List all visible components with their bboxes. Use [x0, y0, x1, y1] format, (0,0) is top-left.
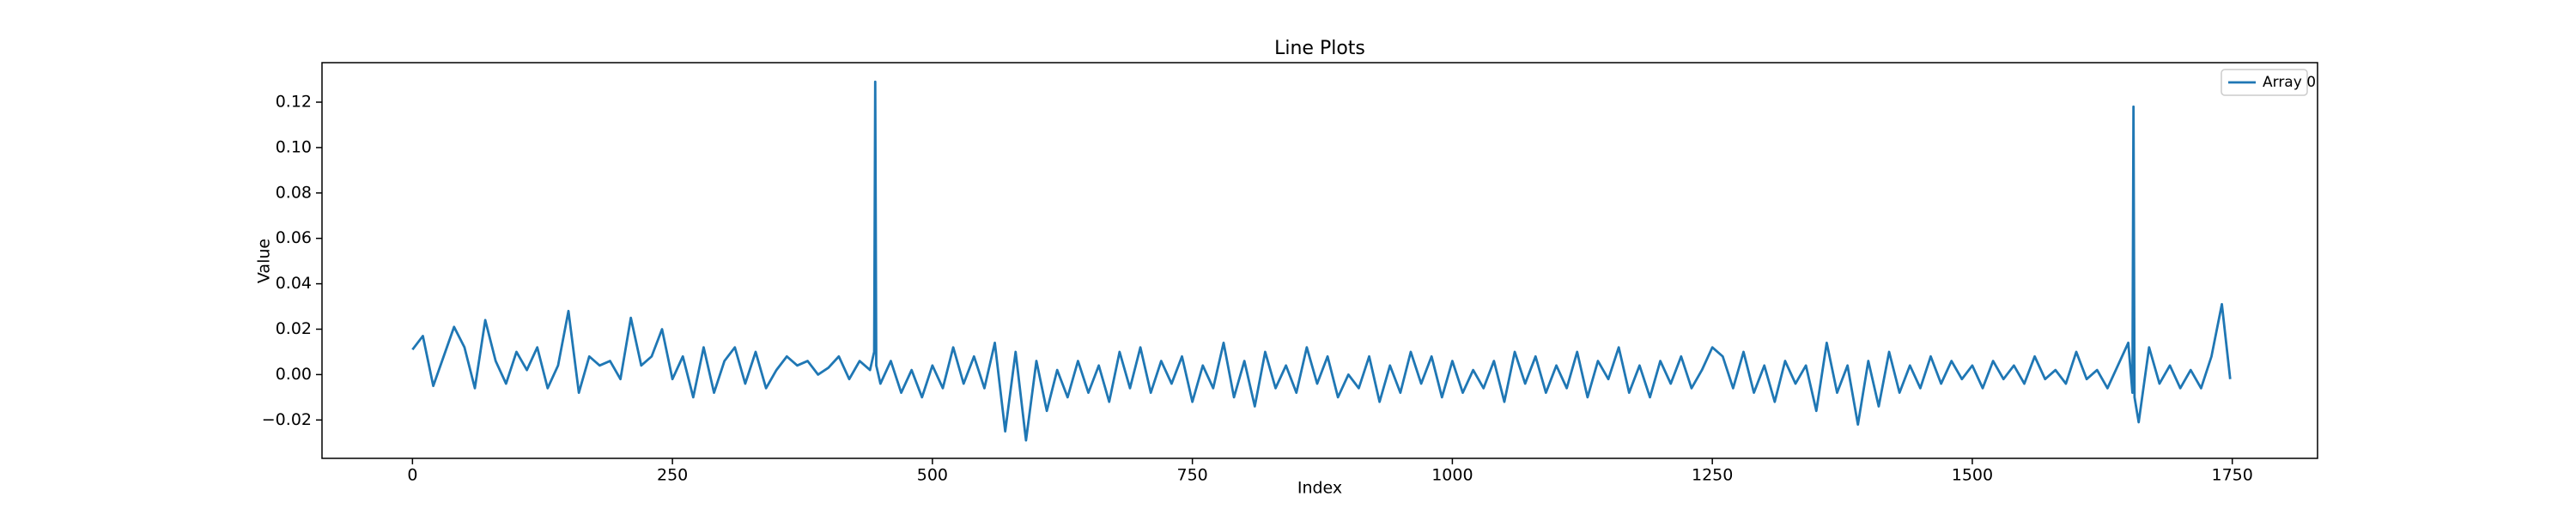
y-tick-label: 0.00 — [276, 365, 312, 384]
x-tick-label: 1750 — [2212, 466, 2253, 485]
x-axis-label: Index — [1297, 479, 1342, 498]
y-tick-label: 0.10 — [276, 137, 312, 156]
x-tick-label: 1250 — [1692, 466, 1733, 485]
y-tick-label: 0.04 — [276, 274, 312, 293]
y-tick-label: 0.06 — [276, 228, 312, 247]
legend-box — [2221, 69, 2308, 96]
data-line — [411, 80, 2232, 442]
x-tick-label: 500 — [917, 466, 948, 485]
chart-title: Line Plots — [1274, 38, 1365, 59]
legend-label: Array 0 — [2263, 74, 2316, 91]
x-tick-label: 0 — [407, 466, 417, 485]
y-tick-label: 0.08 — [276, 183, 312, 202]
y-tick-label: −0.02 — [262, 410, 312, 429]
plot-frame — [321, 62, 2318, 459]
x-tick-label: 1500 — [1952, 466, 1993, 485]
y-tick-label: 0.02 — [276, 319, 312, 338]
x-tick-label: 750 — [1177, 466, 1208, 485]
y-axis-label: Value — [255, 239, 274, 283]
x-tick-label: 1000 — [1431, 466, 1473, 485]
y-tick-label: 0.12 — [276, 93, 312, 112]
x-tick-label: 250 — [657, 466, 688, 485]
